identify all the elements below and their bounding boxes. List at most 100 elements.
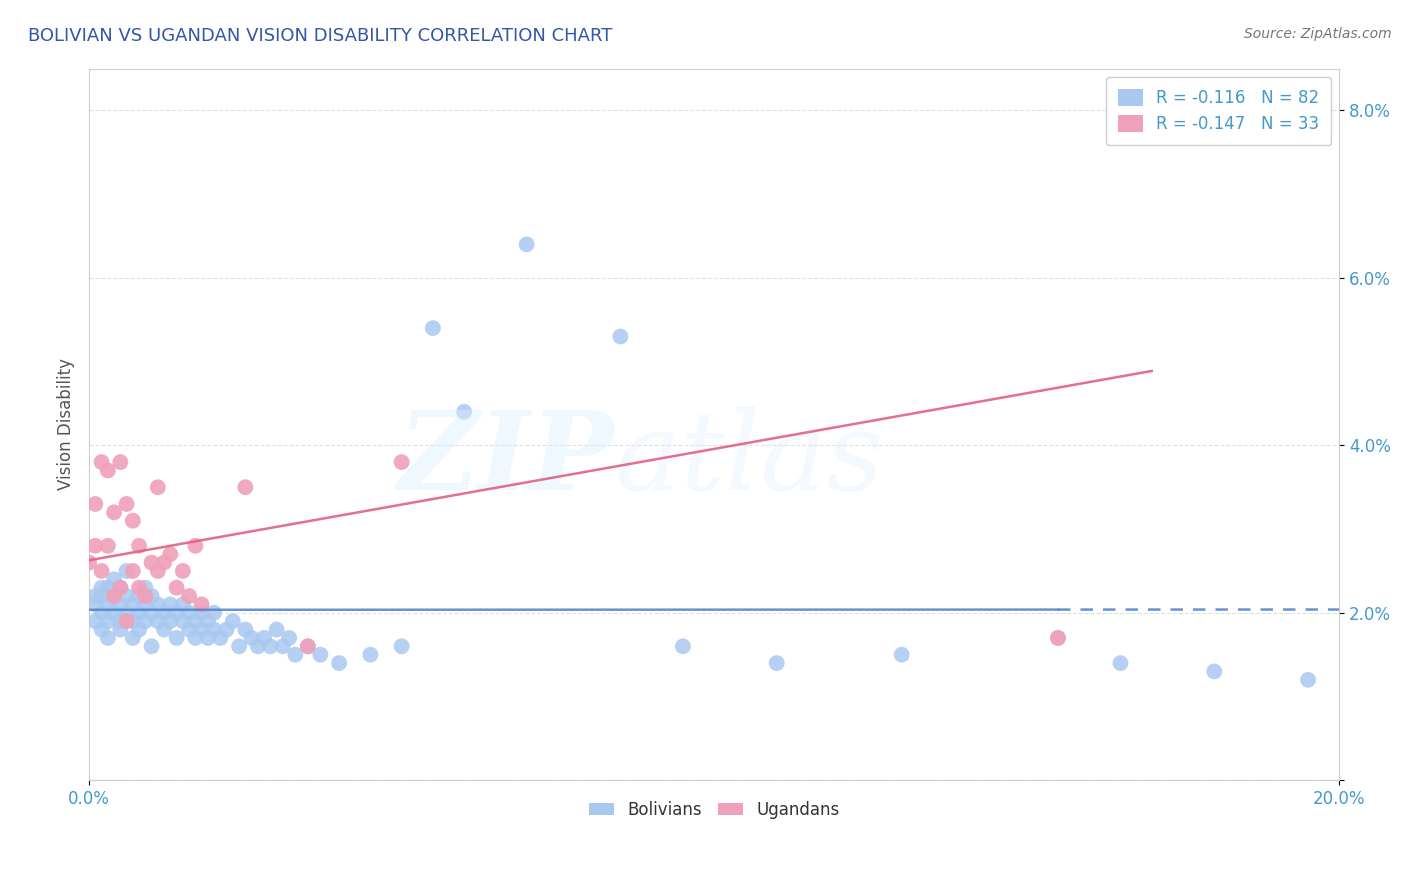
Point [233,623,256,637]
Point [110,614,132,628]
Point [391,455,413,469]
Point [115,614,138,628]
Point [172,614,194,628]
Point [284,648,307,662]
Point [110,581,132,595]
Y-axis label: Vision Disability: Vision Disability [58,359,75,491]
Text: ZIP: ZIP [398,406,614,514]
Point [103,606,125,620]
Point [391,640,413,654]
Point [271,640,294,654]
Point [309,648,332,662]
Point [197,631,219,645]
Point [90,455,112,469]
Point [146,614,169,628]
Point [166,581,188,595]
Point [134,581,156,595]
Point [177,606,200,620]
Point [110,623,132,637]
Point [90,581,112,595]
Point [141,556,163,570]
Point [121,564,143,578]
Point [97,463,120,477]
Point [1204,665,1226,679]
Point [253,631,276,645]
Point [184,539,207,553]
Point [134,589,156,603]
Text: BOLIVIAN VS UGANDAN VISION DISABILITY CORRELATION CHART: BOLIVIAN VS UGANDAN VISION DISABILITY CO… [28,27,613,45]
Point [153,606,176,620]
Point [166,631,188,645]
Point [197,614,219,628]
Point [97,598,120,612]
Point [84,539,107,553]
Point [1046,631,1069,645]
Point [153,556,176,570]
Point [141,640,163,654]
Point [115,497,138,511]
Point [1140,112,1163,126]
Point [240,631,263,645]
Text: Source: ZipAtlas.com: Source: ZipAtlas.com [1244,27,1392,41]
Point [297,640,319,654]
Point [233,480,256,494]
Point [134,614,156,628]
Point [422,321,444,335]
Point [266,623,288,637]
Point [328,656,350,670]
Point [141,606,163,620]
Point [609,329,631,343]
Point [209,631,232,645]
Point [128,539,150,553]
Point [128,589,150,603]
Point [359,648,381,662]
Point [146,598,169,612]
Point [177,589,200,603]
Point [184,614,207,628]
Point [159,598,181,612]
Point [103,505,125,519]
Point [128,581,150,595]
Point [115,606,138,620]
Point [121,614,143,628]
Point [166,606,188,620]
Point [90,623,112,637]
Point [97,614,120,628]
Point [297,640,319,654]
Point [103,589,125,603]
Point [103,589,125,603]
Point [1046,631,1069,645]
Point [84,614,107,628]
Point [202,623,225,637]
Legend: Bolivians, Ugandans: Bolivians, Ugandans [582,794,846,825]
Point [672,640,695,654]
Point [84,497,107,511]
Point [159,547,181,561]
Point [146,564,169,578]
Point [97,581,120,595]
Point [121,598,143,612]
Point [97,631,120,645]
Point [890,648,912,662]
Point [128,606,150,620]
Point [202,606,225,620]
Point [190,606,212,620]
Point [141,589,163,603]
Point [103,572,125,586]
Point [121,631,143,645]
Point [190,598,212,612]
Point [278,631,301,645]
Point [97,539,120,553]
Point [516,237,538,252]
Point [134,598,156,612]
Point [222,614,245,628]
Point [259,640,281,654]
Point [121,514,143,528]
Point [228,640,250,654]
Text: atlas: atlas [614,406,884,514]
Point [1296,673,1319,687]
Point [77,556,100,570]
Point [90,564,112,578]
Point [1109,656,1132,670]
Point [115,564,138,578]
